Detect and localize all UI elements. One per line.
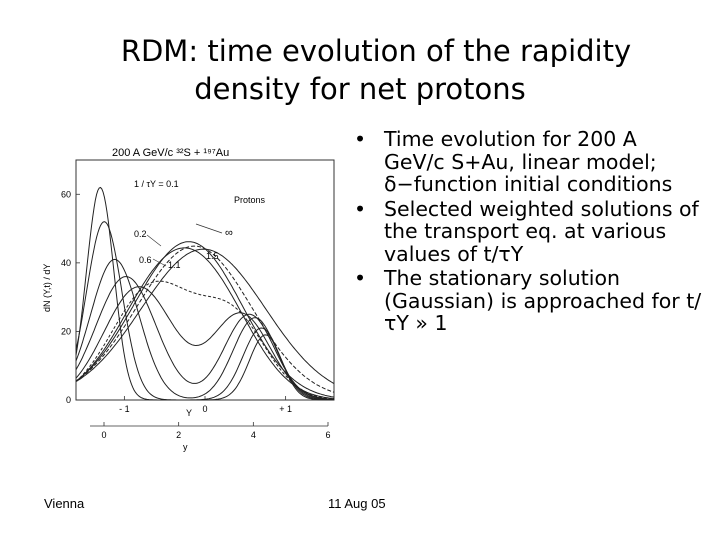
y-tick-label-0: 0 — [66, 395, 71, 405]
series-line-4 — [75, 286, 335, 400]
label-leader-1 — [146, 234, 162, 247]
y-tick-label-2: 40 — [61, 258, 71, 268]
series-line-9 — [75, 248, 335, 384]
x2-axis-label: y — [183, 442, 188, 452]
x2-axis-ticks: 0 2 4 6 — [90, 422, 331, 440]
y-axis-label: dN (Y,t) / dY — [42, 264, 52, 312]
x-axis-label: Y — [186, 408, 192, 418]
footer-location: Vienna — [44, 496, 85, 511]
annotation-2: 0.6 — [139, 255, 152, 265]
series-line-8 — [75, 245, 335, 393]
x2-tick-label-2: 4 — [251, 430, 256, 440]
rapidity-density-chart: 0 20 40 60 - 1 0 + 1 0 2 4 6 200 A GeV/c ³²S + ¹… — [42, 147, 335, 452]
label-leader-2 — [152, 258, 167, 267]
series-line-3 — [75, 276, 334, 401]
bullet-item: The stationary solution (Gaussian) is ap… — [354, 267, 704, 335]
series-curves — [75, 186, 335, 401]
x2-tick-label-0: 0 — [101, 430, 106, 440]
legend-label: Protons — [234, 195, 266, 205]
series-line-6 — [75, 247, 335, 400]
x-tick-label-0: - 1 — [119, 404, 130, 414]
bullet-list: Time evolution for 200 A GeV/c S+Au, lin… — [354, 128, 704, 337]
y-axis-ticks: 0 20 40 60 — [61, 189, 80, 405]
bullet-item: Time evolution for 200 A GeV/c S+Au, lin… — [354, 128, 704, 196]
series-line-7 — [75, 241, 335, 398]
x2-tick-label-1: 2 — [176, 430, 181, 440]
annotation-3: 1.1 — [168, 260, 181, 270]
series-line-5 — [75, 280, 335, 400]
title-line-2: density for net protons — [194, 72, 526, 106]
y-tick-label-3: 60 — [61, 189, 71, 199]
infinity-arrow — [195, 223, 223, 234]
x2-tick-label-3: 6 — [325, 430, 330, 440]
bullet-item: Selected weighted solutions of the trans… — [354, 197, 704, 266]
annotation-0: 1 / τY = 0.1 — [134, 179, 179, 189]
annotation-4: 1.5 — [206, 251, 219, 261]
x-tick-label-1: 0 — [202, 404, 207, 414]
annotation-1: 0.2 — [134, 229, 147, 239]
x-tick-label-2: + 1 — [279, 404, 292, 414]
annotation-5: ∞ — [225, 227, 233, 239]
title-line-1: RDM: time evolution of the rapidity — [120, 34, 632, 68]
slide-title: RDM: time evolution of the rapidity dens… — [40, 32, 680, 108]
y-tick-label-1: 20 — [61, 326, 71, 336]
footer-date: 11 Aug 05 — [328, 496, 386, 511]
chart-title: 200 A GeV/c ³²S + ¹⁹⁷Au — [112, 147, 229, 159]
